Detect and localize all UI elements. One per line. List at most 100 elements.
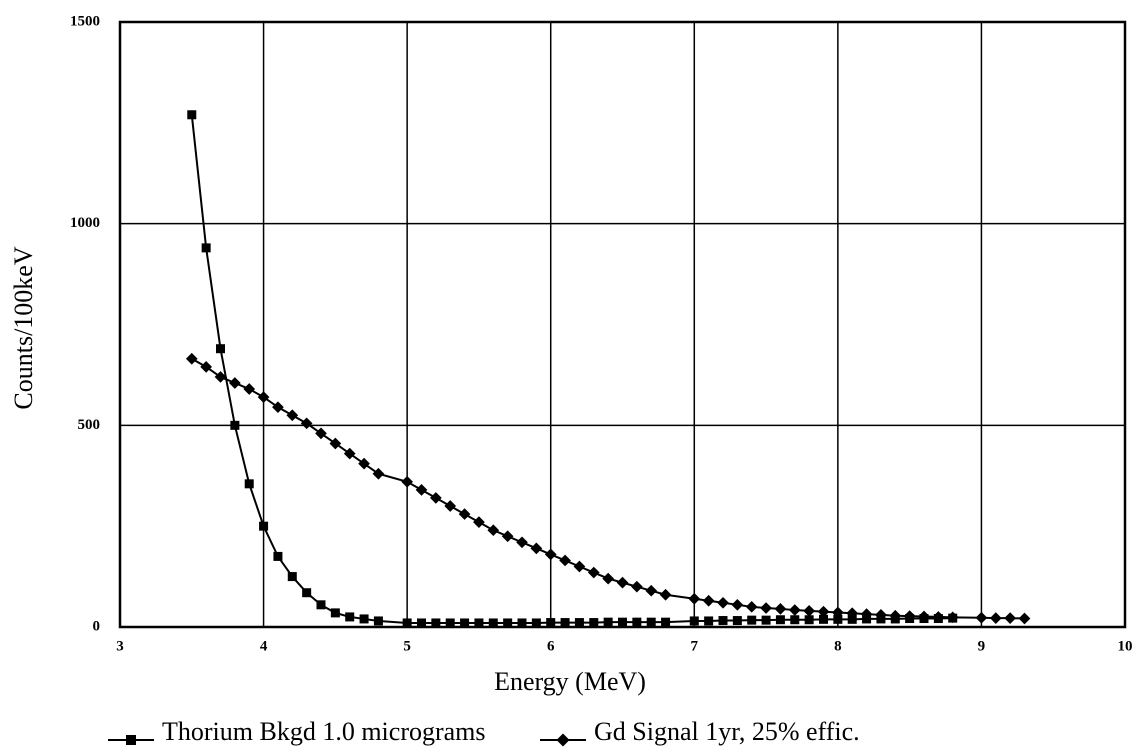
data-point bbox=[287, 572, 297, 582]
y-tick-label: 0 bbox=[93, 618, 101, 634]
x-axis-title: Energy (MeV) bbox=[494, 667, 646, 696]
data-point bbox=[832, 606, 844, 619]
x-tick-label: 7 bbox=[691, 638, 699, 654]
data-point bbox=[487, 524, 500, 537]
data-point bbox=[214, 371, 227, 383]
data-point bbox=[718, 616, 728, 626]
data-point bbox=[359, 614, 369, 624]
data-point bbox=[185, 352, 198, 365]
data-point bbox=[631, 580, 643, 593]
data-point bbox=[458, 508, 471, 520]
data-point bbox=[401, 475, 413, 488]
data-point bbox=[200, 361, 212, 373]
data-point bbox=[243, 383, 256, 395]
data-point bbox=[201, 243, 211, 253]
data-point bbox=[316, 600, 326, 610]
data-point bbox=[329, 437, 342, 450]
data-point bbox=[731, 598, 744, 611]
data-point bbox=[932, 611, 945, 623]
data-point bbox=[546, 618, 556, 628]
data-point bbox=[445, 618, 455, 628]
data-point bbox=[875, 609, 887, 621]
data-point bbox=[272, 401, 284, 414]
data-point bbox=[216, 344, 225, 354]
data-point bbox=[488, 618, 498, 628]
legend-marker bbox=[126, 735, 136, 745]
data-point bbox=[819, 614, 828, 624]
data-point bbox=[343, 447, 356, 460]
data-point bbox=[704, 616, 714, 626]
data-point bbox=[603, 617, 613, 627]
data-point bbox=[330, 608, 340, 618]
data-point bbox=[803, 605, 815, 617]
data-point bbox=[846, 607, 859, 620]
data-point bbox=[645, 584, 658, 597]
data-point bbox=[790, 615, 800, 625]
data-point bbox=[474, 618, 484, 628]
data-point bbox=[817, 605, 830, 618]
data-point bbox=[187, 110, 197, 120]
data-point bbox=[975, 611, 988, 624]
data-point bbox=[345, 612, 355, 622]
data-point bbox=[616, 576, 629, 589]
data-point bbox=[761, 615, 771, 625]
data-point bbox=[903, 610, 916, 622]
data-point bbox=[229, 377, 241, 389]
data-point bbox=[918, 610, 930, 623]
data-point bbox=[300, 417, 313, 430]
x-tick-label: 3 bbox=[116, 638, 124, 654]
data-point bbox=[847, 614, 857, 624]
legend-label: Gd Signal 1yr, 25% effic. bbox=[594, 717, 860, 746]
data-point bbox=[373, 616, 383, 626]
data-point bbox=[659, 588, 672, 601]
data-point bbox=[788, 604, 801, 616]
data-point bbox=[689, 616, 699, 626]
x-tick-label: 6 bbox=[547, 638, 555, 654]
data-point bbox=[717, 596, 729, 609]
data-point bbox=[503, 618, 513, 628]
x-tick-label: 5 bbox=[403, 638, 411, 654]
data-point bbox=[530, 542, 543, 555]
data-point bbox=[860, 608, 873, 620]
legend-label: Thorium Bkgd 1.0 micrograms bbox=[162, 717, 486, 746]
x-tick-label: 9 bbox=[978, 638, 986, 654]
data-point bbox=[315, 427, 327, 440]
data-point bbox=[302, 588, 312, 598]
data-point bbox=[732, 616, 742, 626]
data-point bbox=[358, 457, 370, 470]
data-point bbox=[632, 617, 642, 627]
data-point bbox=[501, 530, 514, 543]
data-point bbox=[286, 409, 299, 422]
data-point bbox=[1018, 612, 1031, 625]
data-point bbox=[430, 492, 442, 504]
data-point bbox=[402, 618, 412, 628]
y-tick-label: 1500 bbox=[70, 13, 100, 29]
data-point bbox=[460, 618, 470, 628]
data-point bbox=[587, 566, 600, 579]
data-point bbox=[745, 600, 758, 613]
data-point bbox=[372, 467, 385, 480]
data-point bbox=[774, 603, 787, 615]
x-tick-label: 4 bbox=[260, 638, 268, 654]
data-point bbox=[273, 551, 283, 561]
data-point bbox=[989, 612, 1002, 624]
data-point bbox=[646, 617, 656, 627]
legend-marker bbox=[556, 733, 570, 747]
data-point bbox=[760, 602, 772, 614]
data-point bbox=[573, 560, 586, 573]
data-point bbox=[531, 618, 541, 628]
data-point bbox=[688, 592, 701, 605]
data-point bbox=[589, 618, 599, 628]
data-point bbox=[702, 594, 715, 607]
data-point bbox=[516, 536, 528, 549]
data-point bbox=[661, 617, 671, 627]
data-point bbox=[747, 615, 757, 625]
y-axis-title: Counts/100keV bbox=[9, 246, 38, 409]
data-point bbox=[946, 611, 959, 624]
data-point bbox=[889, 609, 902, 622]
data-point bbox=[560, 618, 570, 628]
data-point bbox=[230, 420, 240, 430]
data-point bbox=[417, 618, 426, 628]
series-line bbox=[190, 114, 953, 624]
